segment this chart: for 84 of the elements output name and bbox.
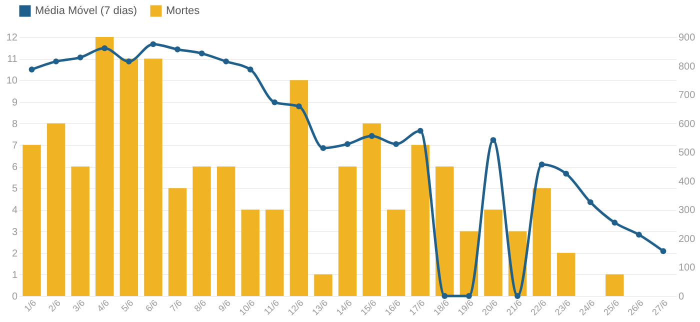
- point: [320, 145, 326, 152]
- bar: [532, 188, 551, 296]
- bar: [411, 144, 430, 296]
- x-tick-label: 9/6: [216, 298, 232, 314]
- point: [126, 58, 132, 64]
- x-tick-label: 5/6: [119, 298, 136, 314]
- point: [174, 46, 180, 52]
- y2-tick-label: 300: [678, 205, 696, 216]
- bar: [484, 210, 502, 296]
- bar: [241, 210, 260, 296]
- bar: [46, 123, 66, 296]
- x-tick-label: 7/6: [168, 298, 184, 314]
- y-tick-label: 3: [12, 226, 18, 238]
- point: [636, 232, 642, 238]
- point: [587, 199, 594, 206]
- y2-tick-label: 700: [678, 90, 696, 102]
- y-tick-label: 1: [12, 270, 18, 281]
- bar: [606, 274, 624, 296]
- point: [223, 58, 230, 64]
- y-tick-label: 11: [7, 54, 18, 66]
- point: [660, 248, 666, 254]
- point: [368, 133, 375, 139]
- y2-tick-label: 900: [678, 32, 696, 44]
- y-tick-label: 12: [6, 32, 18, 44]
- y-tick-label: 7: [12, 140, 18, 152]
- y2-tick-label: 100: [678, 262, 696, 274]
- bar: [216, 166, 236, 296]
- point: [514, 293, 520, 299]
- point: [442, 293, 448, 299]
- x-tick-label: 6/6: [144, 298, 160, 314]
- bar: [362, 123, 381, 296]
- point: [393, 141, 400, 148]
- point: [28, 66, 35, 72]
- x-tick-label: 2/6: [46, 298, 62, 314]
- x-tick-label: 8/6: [192, 298, 208, 314]
- y2-tick-label: 200: [678, 234, 696, 245]
- point: [417, 128, 424, 134]
- bar: [386, 210, 406, 296]
- point: [466, 293, 472, 299]
- legend-label: Mortes: [166, 5, 200, 17]
- bar: [266, 210, 284, 296]
- bar: [338, 166, 357, 296]
- x-tick-label: 11/6: [262, 298, 281, 317]
- point: [272, 99, 278, 106]
- legend-label: Média Móvel (7 dias): [35, 5, 138, 17]
- bar: [71, 166, 90, 296]
- y2-tick-label: 500: [678, 148, 696, 159]
- y2-tick-label: 600: [678, 118, 696, 130]
- bar: [120, 58, 138, 296]
- point: [490, 137, 496, 143]
- point: [102, 45, 108, 52]
- bar: [290, 80, 308, 296]
- bar: [96, 37, 114, 296]
- point: [198, 50, 205, 56]
- point: [53, 58, 59, 64]
- point: [296, 103, 302, 110]
- bar: [22, 144, 41, 296]
- y-tick-label: 5: [12, 184, 18, 195]
- bar: [314, 274, 332, 296]
- bar: [436, 166, 454, 296]
- point: [77, 54, 84, 60]
- y-tick-label: 0: [12, 292, 18, 302]
- y-tick-label: 6: [12, 162, 18, 173]
- point: [612, 220, 618, 226]
- y2-tick-label: 0: [678, 292, 684, 302]
- y2-tick-label: 800: [678, 61, 696, 72]
- bar: [556, 252, 576, 296]
- bar: [168, 188, 187, 296]
- point: [247, 66, 254, 72]
- point: [344, 141, 350, 148]
- y-tick-label: 9: [12, 97, 18, 108]
- bar: [192, 166, 211, 296]
- point: [538, 162, 545, 168]
- y-tick-label: 8: [12, 118, 18, 130]
- y-tick-label: 10: [6, 76, 18, 87]
- y-tick-label: 2: [12, 248, 18, 260]
- x-tick-label: 4/6: [95, 298, 111, 314]
- y-tick-label: 4: [12, 205, 18, 216]
- y2-tick-label: 400: [678, 176, 696, 188]
- bar: [144, 58, 162, 296]
- x-tick-label: 1/6: [22, 298, 38, 314]
- point: [150, 41, 156, 48]
- point: [563, 170, 570, 177]
- x-tick-label: 3/6: [70, 298, 87, 314]
